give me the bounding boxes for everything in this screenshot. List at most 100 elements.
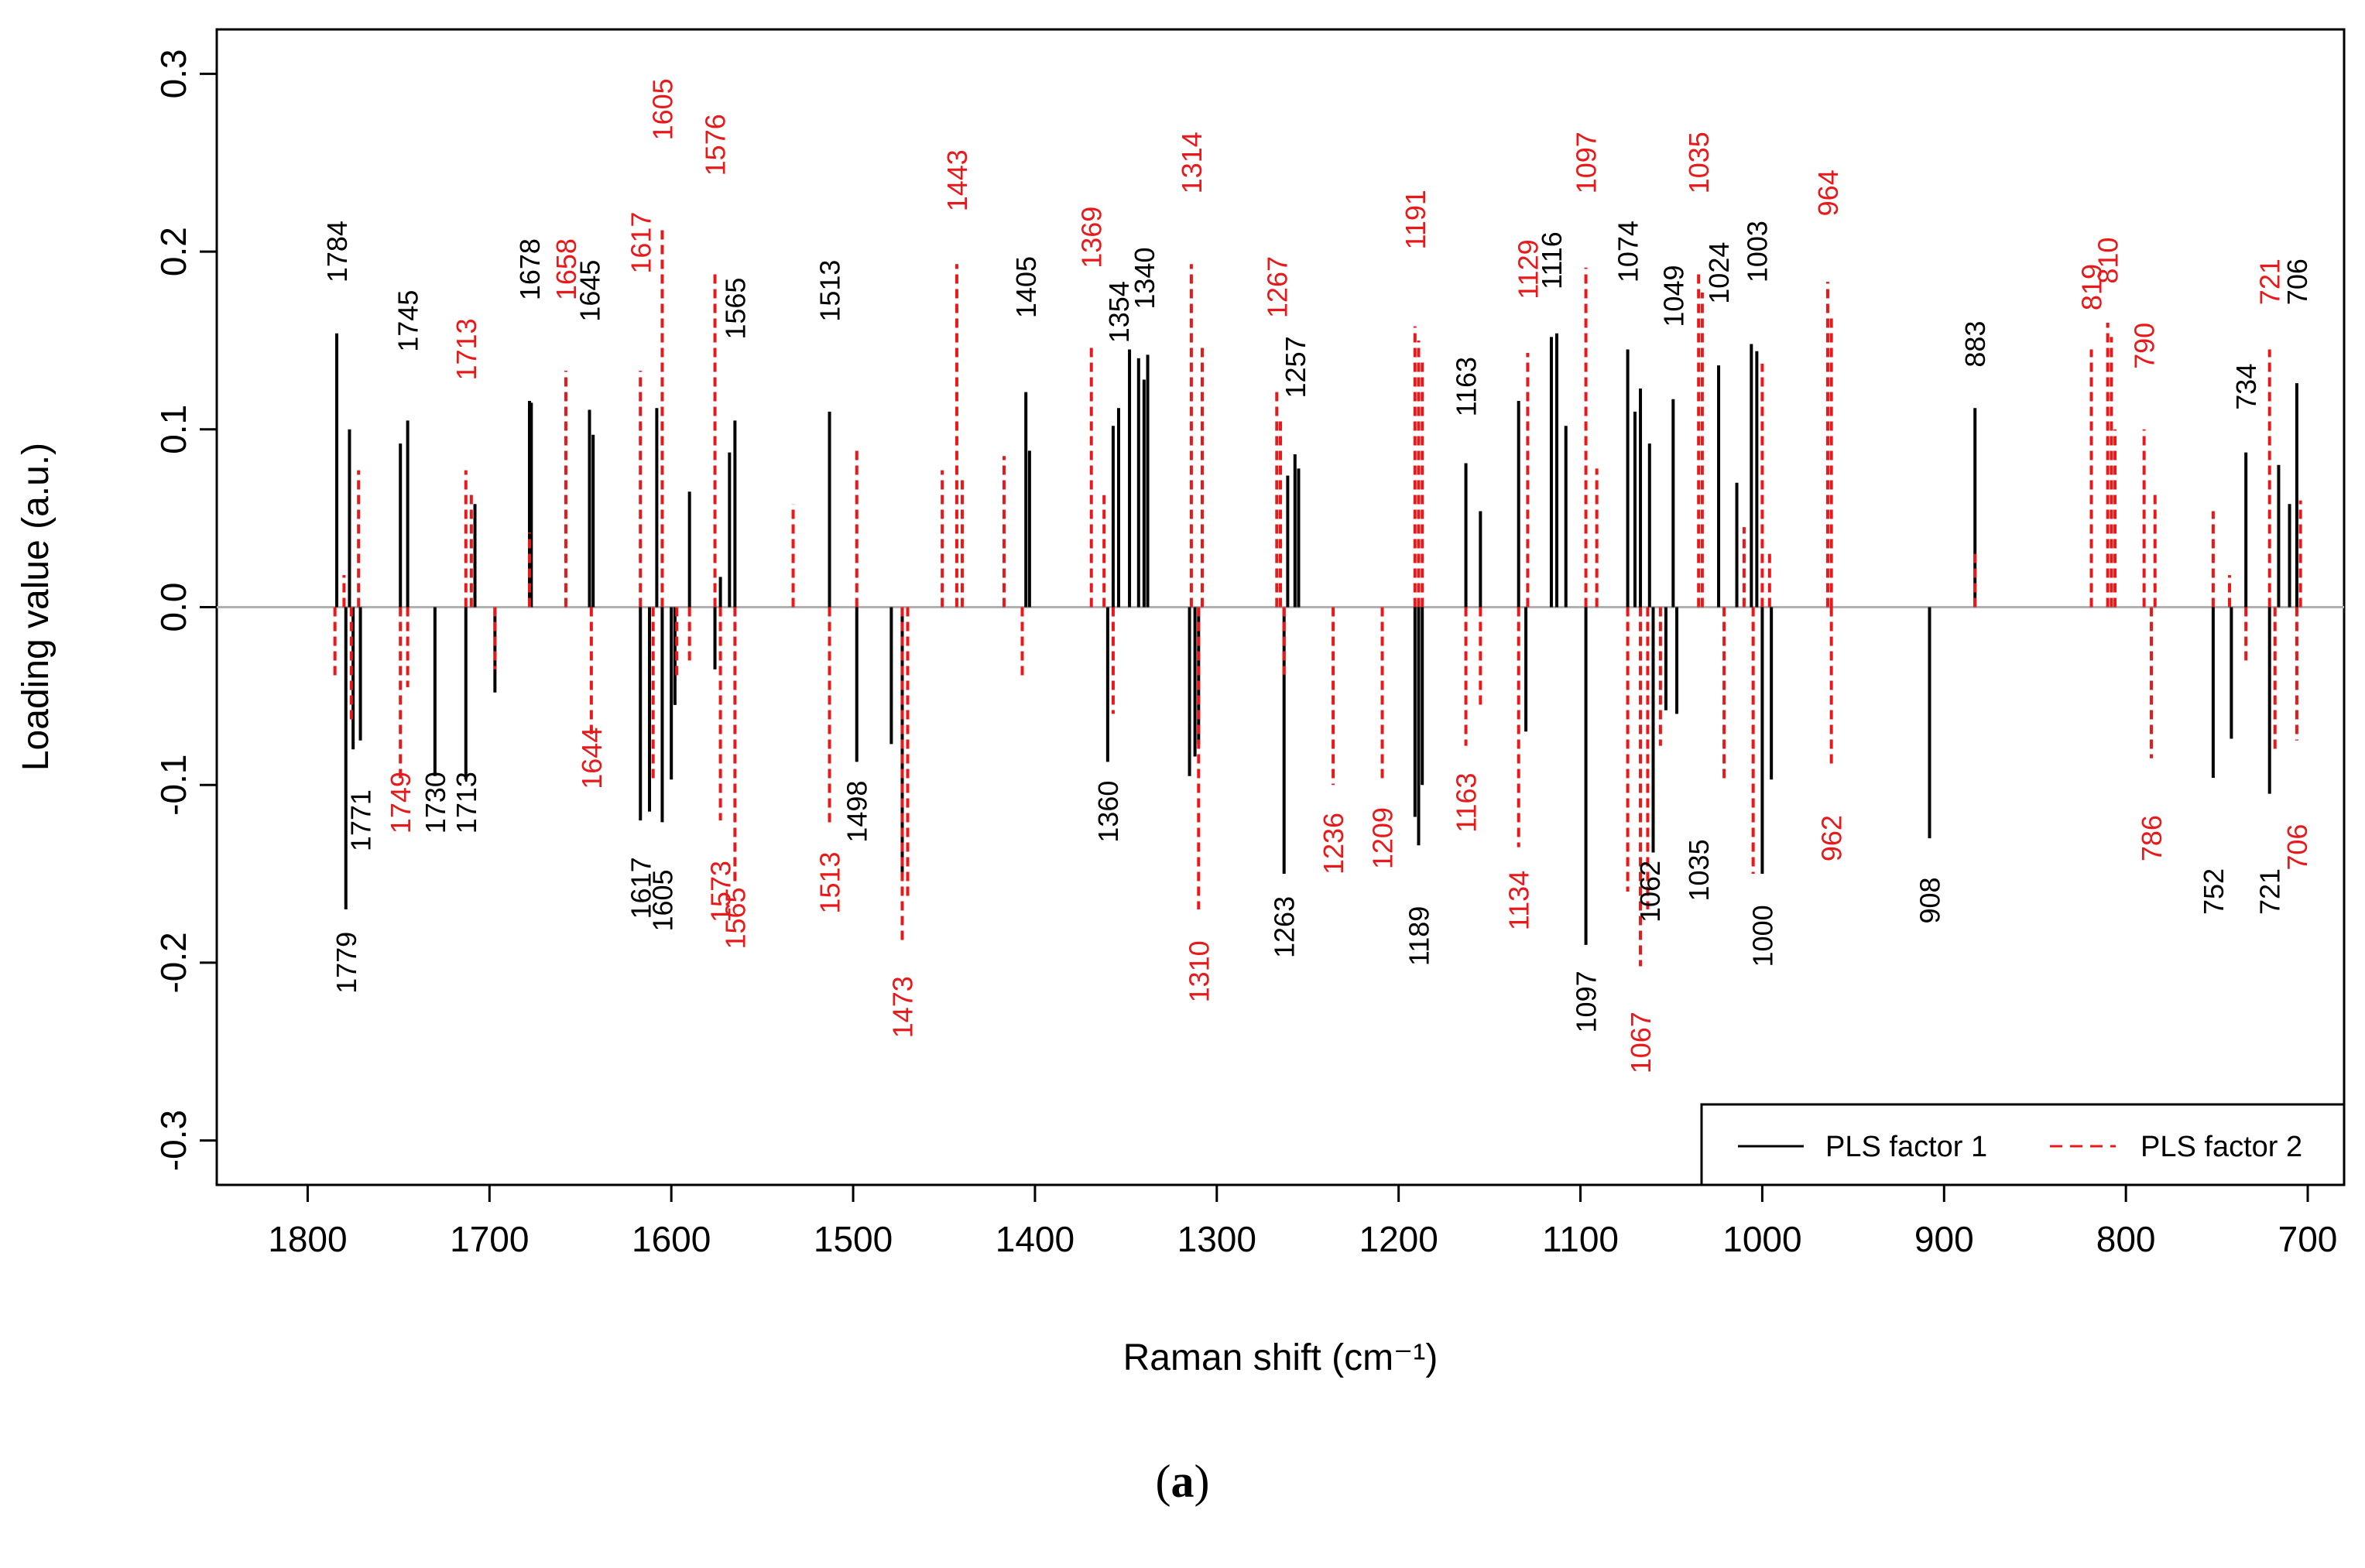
peak-label: 1189 (1404, 906, 1435, 966)
peak-label: 1129 (1512, 239, 1544, 299)
peak-label: 1267 (1261, 256, 1293, 318)
x-tick-label: 700 (2278, 1219, 2338, 1259)
peak-label: 1310 (1183, 940, 1215, 1002)
series-1 (335, 333, 2298, 945)
legend-label-factor2: PLS factor 2 (2140, 1131, 2302, 1163)
peak-label: 721 (2254, 258, 2286, 305)
peak-label: 786 (2136, 815, 2168, 861)
y-tick-label: -0.3 (153, 1110, 194, 1171)
x-tick-label: 1700 (450, 1219, 529, 1259)
peak-label: 1779 (331, 932, 362, 994)
peak-label: 1049 (1657, 265, 1689, 327)
y-axis-title: Loading value (a.u.) (15, 443, 57, 771)
peak-label: 819 (2076, 264, 2108, 310)
x-tick-label: 1300 (1177, 1219, 1256, 1259)
peak-label: 706 (2281, 824, 2313, 871)
peak-label: 908 (1914, 877, 1945, 923)
peak-label: 1576 (700, 114, 732, 176)
peak-label: 1209 (1367, 807, 1399, 869)
peak-label: 1443 (941, 149, 973, 211)
peak-label: 706 (2281, 258, 2313, 305)
peak-label: 1771 (345, 789, 377, 851)
y-tick-label: 0.2 (153, 227, 194, 276)
x-tick-label: 1000 (1722, 1219, 1801, 1259)
peak-label: 1163 (1451, 772, 1482, 832)
x-axis-title: Raman shift (cm⁻¹) (1123, 1337, 1438, 1378)
y-tick-label: 0.0 (153, 583, 194, 632)
peak-label: 1369 (1076, 207, 1108, 269)
peak-label: 1513 (814, 851, 846, 913)
peak-label: 1605 (646, 869, 678, 931)
peak-label: 721 (2254, 868, 2286, 915)
x-tick-label: 800 (2096, 1219, 2156, 1259)
peak-label: 1035 (1683, 839, 1715, 901)
peak-label: 1784 (321, 221, 353, 282)
peak-label: 1605 (646, 78, 678, 140)
x-tick-label: 1500 (814, 1219, 893, 1259)
x-tick-label: 1400 (996, 1219, 1075, 1259)
peak-label: 1565 (719, 278, 751, 340)
peak-label: 1003 (1741, 221, 1773, 282)
peak-label: 1236 (1318, 813, 1349, 875)
peak-label: 1644 (576, 728, 608, 789)
peak-label: 1513 (814, 260, 846, 322)
peak-label: 1097 (1571, 132, 1602, 193)
peak-label: 1062 (1634, 861, 1666, 923)
peak-label: 1713 (451, 318, 482, 380)
peak-label: 1257 (1280, 336, 1311, 398)
peak-label: 1340 (1129, 248, 1160, 310)
peak-label: 1678 (514, 238, 546, 300)
peak-label: 962 (1816, 815, 1848, 861)
series-2 (333, 230, 2302, 967)
peak-label: 1405 (1010, 256, 1042, 318)
caption-letter: a (1171, 1456, 1194, 1507)
peak-label: 1116 (1536, 231, 1568, 289)
peak-label: 1645 (574, 260, 605, 322)
peak-label: 1617 (625, 857, 656, 919)
peak-label: 1749 (385, 772, 416, 834)
x-tick-label: 1600 (632, 1219, 711, 1259)
peak-label: 1000 (1746, 905, 1778, 967)
peak-label: 1314 (1176, 132, 1208, 193)
peak-label: 1163 (1451, 357, 1482, 416)
peak-label: 752 (2198, 868, 2230, 915)
peak-label: 964 (1812, 169, 1844, 216)
peak-label: 1473 (886, 976, 918, 1038)
legend: PLS factor 1 PLS factor 2 (1700, 1103, 2346, 1186)
y-tick-label: -0.1 (153, 755, 194, 816)
legend-box (1700, 1103, 2346, 1186)
peak-label: 1573 (705, 861, 737, 923)
caption-close: ) (1194, 1456, 1210, 1507)
peak-label: 1074 (1613, 221, 1644, 282)
peak-label: 734 (2230, 364, 2262, 410)
peak-label: 1024 (1703, 242, 1735, 304)
peak-label: 1360 (1092, 781, 1124, 843)
x-tick-label: 1800 (268, 1219, 347, 1259)
peak-label: 1354 (1103, 281, 1135, 343)
caption-open: ( (1155, 1456, 1171, 1507)
figure-caption: (a) (0, 1455, 2365, 1508)
x-tick-label: 1100 (1542, 1219, 1619, 1259)
peak-label: 1617 (625, 212, 656, 274)
peak-label: 810 (2093, 238, 2124, 284)
peak-label: 1134 (1503, 871, 1535, 930)
peak-label: 1713 (451, 772, 482, 834)
x-tick-label: 1200 (1359, 1219, 1438, 1259)
y-tick-label: 0.3 (153, 49, 194, 98)
peak-label: 1658 (550, 238, 582, 300)
peak-label: 1067 (1625, 1012, 1657, 1073)
peak-label: 1263 (1269, 896, 1301, 958)
peak-label: 883 (1959, 321, 1991, 368)
y-tick-label: -0.2 (153, 932, 194, 993)
peak-label: 1097 (1571, 971, 1602, 1032)
y-tick-label: 0.1 (153, 405, 194, 454)
peak-label: 1191 (1400, 190, 1431, 249)
peak-label: 1565 (719, 887, 751, 949)
peak-label: 1730 (420, 772, 451, 834)
legend-label-factor1: PLS factor 1 (1825, 1131, 1987, 1163)
x-tick-label: 900 (1914, 1219, 1974, 1259)
peak-label: 1745 (392, 290, 424, 352)
peak-label: 790 (2129, 323, 2161, 369)
peak-label: 1498 (841, 781, 873, 843)
